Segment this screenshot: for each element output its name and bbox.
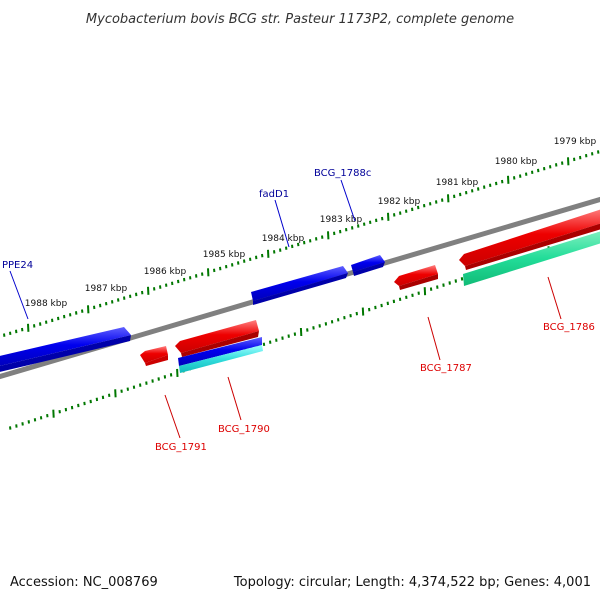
gene-fadD1[interactable] <box>251 266 348 305</box>
label-BCG_1788c[interactable]: BCG_1788c <box>314 168 371 179</box>
gene-BCG_1788c[interactable] <box>351 255 385 276</box>
leader-BCG_1787 <box>427 316 441 361</box>
kbp-label-1987: 1987 kbp <box>85 284 128 294</box>
label-fadD1[interactable]: fadD1 <box>259 189 289 200</box>
leader-BCG_1788c <box>340 179 356 222</box>
label-BCG_1787[interactable]: BCG_1787 <box>420 363 472 374</box>
label-BCG_1790[interactable]: BCG_1790 <box>218 424 270 435</box>
gene-BCG_1790-cyan-band <box>179 345 263 373</box>
gene-BCG_1790[interactable] <box>175 320 259 357</box>
label-PPE24[interactable]: PPE24 <box>2 260 33 271</box>
kbp-label-1981: 1981 kbp <box>436 178 479 188</box>
topology-text: Topology: circular; Length: 4,374,522 bp… <box>233 575 591 590</box>
leader-BCG_1791 <box>164 394 181 439</box>
outer-scale-ticks <box>3 150 600 337</box>
page-title: Mycobacterium bovis BCG str. Pasteur 117… <box>86 12 514 27</box>
gene-BCG_1791[interactable] <box>140 346 168 366</box>
kbp-label-1986: 1986 kbp <box>144 267 187 277</box>
accession-text: Accession: NC_008769 <box>10 575 158 590</box>
label-BCG_1786[interactable]: BCG_1786 <box>543 322 595 333</box>
leader-fadD1 <box>274 199 290 248</box>
kbp-label-1984: 1984 kbp <box>262 234 305 244</box>
kbp-label-1988: 1988 kbp <box>25 299 68 309</box>
gene-PPE24[interactable] <box>0 327 131 373</box>
leader-BCG_1786 <box>547 276 562 320</box>
kbp-label-1982: 1982 kbp <box>378 197 421 207</box>
kbp-label-1980: 1980 kbp <box>495 157 538 167</box>
label-BCG_1791[interactable]: BCG_1791 <box>155 442 207 453</box>
green-feature-band <box>463 231 600 286</box>
gene-BCG_1787[interactable] <box>394 265 438 290</box>
kbp-label-1985: 1985 kbp <box>203 250 246 260</box>
kbp-label-1979: 1979 kbp <box>554 137 597 147</box>
leader-PPE24 <box>9 270 29 320</box>
gene-BCG_1790-blue-band <box>178 337 262 366</box>
gene-BCG_1786[interactable] <box>459 208 600 270</box>
leader-BCG_1790 <box>227 376 242 421</box>
kbp-label-1983: 1983 kbp <box>320 215 363 225</box>
